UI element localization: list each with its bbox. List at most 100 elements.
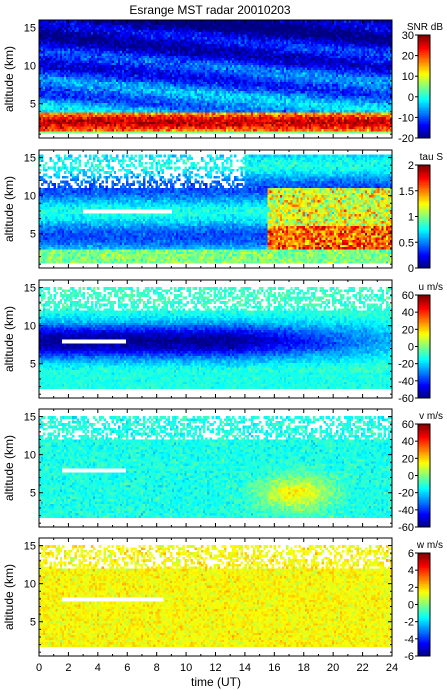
heatmap-cell <box>119 119 123 122</box>
heatmap-cell <box>68 90 71 94</box>
heatmap-cell <box>39 27 42 30</box>
heatmap-cell <box>80 95 84 99</box>
heatmap-cell <box>105 55 108 59</box>
heatmap-cell <box>99 67 102 70</box>
heatmap-cell <box>111 93 115 96</box>
heatmap-cell <box>84 130 88 134</box>
heatmap-cell <box>72 48 75 52</box>
heatmap-cell <box>84 71 88 75</box>
heatmap-cell <box>122 90 125 94</box>
heatmap-cell <box>82 60 86 63</box>
heatmap-cell <box>126 121 129 125</box>
heatmap-cell <box>105 107 108 111</box>
heatmap-cell <box>124 100 127 103</box>
heatmap-cell <box>74 74 77 78</box>
heatmap-cell <box>76 22 79 26</box>
heatmap-cell <box>76 83 79 87</box>
heatmap-cell <box>53 69 57 73</box>
heatmap-cell <box>55 71 59 75</box>
heatmap-cell <box>90 126 94 129</box>
heatmap-cell <box>86 69 90 73</box>
heatmap-cell <box>49 76 52 80</box>
heatmap-cell <box>122 93 125 96</box>
heatmap-cell <box>63 57 67 61</box>
heatmap-cell <box>88 67 92 70</box>
heatmap-cell <box>86 55 90 59</box>
heatmap-cell <box>61 88 65 92</box>
heatmap-cell <box>111 71 115 75</box>
heatmap-cell <box>61 22 65 26</box>
heatmap-cell <box>126 88 129 92</box>
heatmap-cell <box>59 123 63 127</box>
heatmap-cell <box>68 36 71 40</box>
heatmap-cell <box>78 48 81 52</box>
heatmap-cell <box>101 62 104 66</box>
heatmap-cell <box>97 81 100 85</box>
heatmap-cell <box>74 67 77 70</box>
heatmap-cell <box>80 100 84 103</box>
heatmap-cell <box>45 41 48 44</box>
heatmap-cell <box>61 64 65 68</box>
heatmap-cell <box>57 130 61 134</box>
heatmap-cell <box>101 69 104 73</box>
heatmap-cell <box>65 76 69 80</box>
heatmap-cell <box>49 64 52 68</box>
heatmap-cell <box>61 121 65 125</box>
heatmap-cell <box>122 57 125 61</box>
heatmap-cell <box>86 74 90 78</box>
heatmap-cell <box>119 104 123 108</box>
heatmap-cell <box>103 119 106 122</box>
heatmap-cell <box>124 109 127 113</box>
heatmap-cell <box>49 69 52 73</box>
heatmap-cell <box>99 109 102 113</box>
heatmap-cell <box>99 100 102 103</box>
heatmap-cell <box>84 67 88 70</box>
heatmap-cell <box>76 76 79 80</box>
heatmap-cell <box>53 88 57 92</box>
heatmap-cell <box>119 55 123 59</box>
heatmap-cell <box>63 60 67 63</box>
heatmap-cell <box>99 45 102 49</box>
heatmap-cell <box>92 57 96 61</box>
heatmap-cell <box>105 22 108 26</box>
heatmap-cell <box>76 107 79 111</box>
heatmap-cell <box>103 69 106 73</box>
heatmap-cell <box>43 95 46 99</box>
heatmap-cell <box>72 62 75 66</box>
heatmap-cell <box>113 109 117 113</box>
heatmap-cell <box>99 83 102 87</box>
heatmap-cell <box>90 22 94 26</box>
heatmap-cell <box>105 64 108 68</box>
heatmap-cell <box>117 38 121 42</box>
heatmap-cell <box>57 76 61 80</box>
heatmap-cell <box>47 50 50 54</box>
heatmap-cell <box>107 41 110 44</box>
heatmap-cell <box>117 95 121 99</box>
heatmap-cell <box>90 76 94 80</box>
heatmap-cell <box>86 53 90 56</box>
heatmap-cell <box>51 93 54 96</box>
heatmap-cell <box>113 100 117 103</box>
heatmap-cell <box>65 74 69 78</box>
heatmap-cell <box>59 74 63 78</box>
heatmap-cell <box>88 69 92 73</box>
heatmap-cell <box>92 48 96 52</box>
heatmap-cell <box>78 55 81 59</box>
heatmap-cell <box>111 55 115 59</box>
heatmap-cell <box>101 102 104 106</box>
heatmap-cell <box>53 43 57 47</box>
heatmap-cell <box>101 81 104 85</box>
heatmap-cell <box>63 36 67 40</box>
heatmap-cell <box>113 130 117 134</box>
heatmap-cell <box>41 62 44 66</box>
heatmap-cell <box>70 60 73 63</box>
heatmap-cell <box>119 60 123 63</box>
heatmap-cell <box>55 29 59 33</box>
heatmap-cell <box>101 27 104 30</box>
heatmap-cell <box>76 79 79 82</box>
heatmap-cell <box>117 50 121 54</box>
heatmap-cell <box>109 31 113 35</box>
heatmap-cell <box>111 24 115 28</box>
heatmap-cell <box>97 109 100 113</box>
heatmap-cell <box>126 43 129 47</box>
